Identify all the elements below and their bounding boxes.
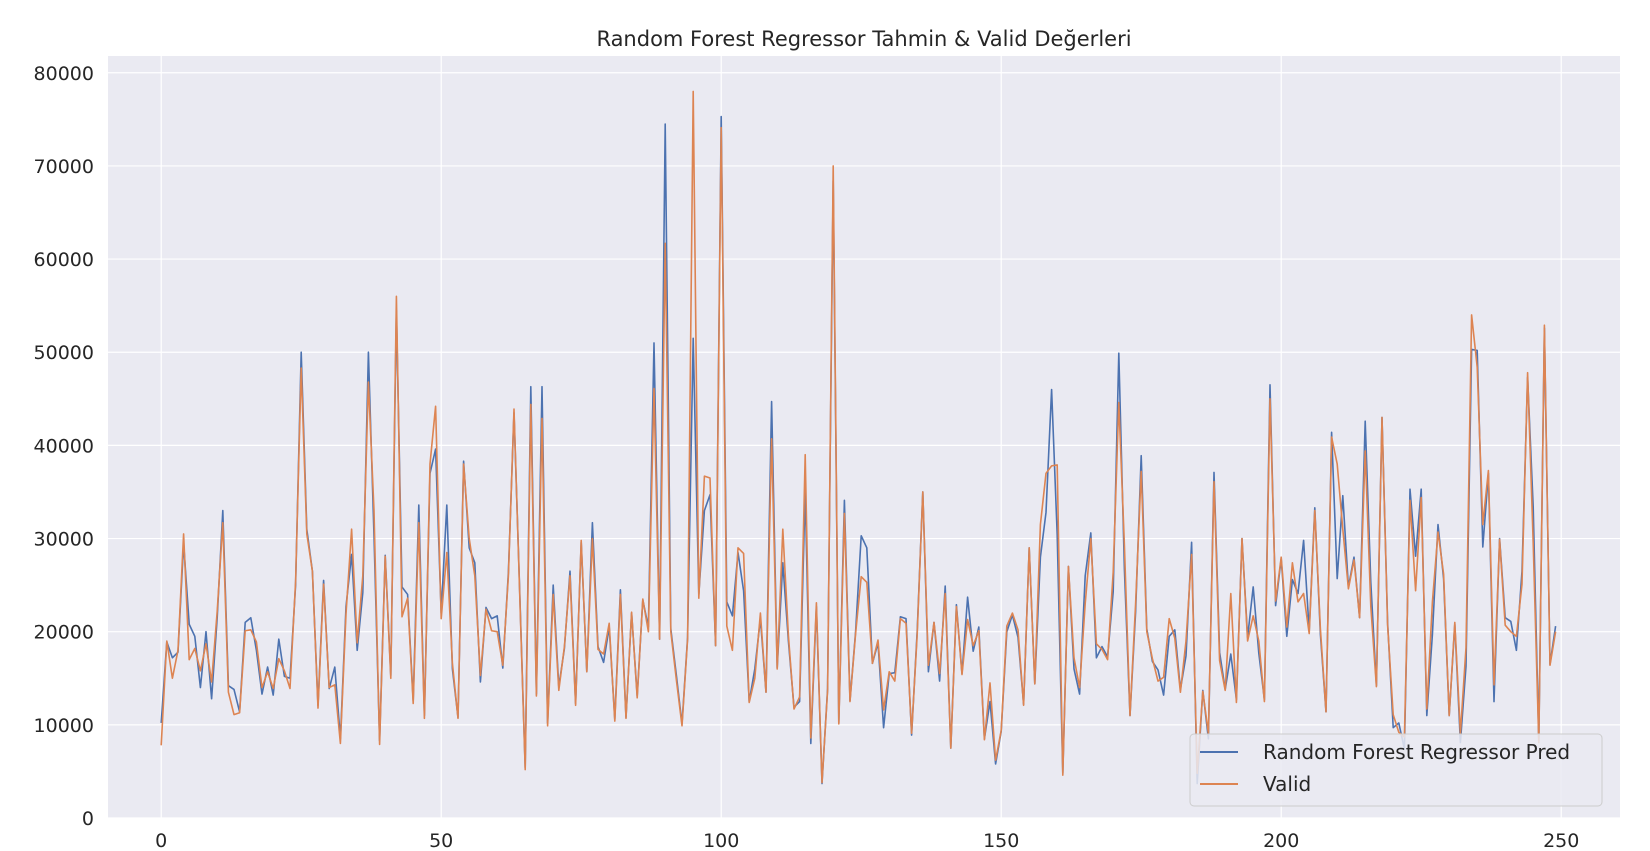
y-tick-label: 40000	[34, 435, 94, 457]
chart-title: Random Forest Regressor Tahmin & Valid D…	[596, 27, 1131, 51]
series-layer	[160, 90, 1557, 785]
y-tick-label: 70000	[34, 156, 94, 178]
x-tick-label: 150	[983, 830, 1019, 851]
y-tick-label: 30000	[34, 529, 94, 551]
plot-background	[108, 56, 1620, 818]
y-tick-label: 60000	[34, 249, 94, 271]
x-tick-label: 250	[1543, 830, 1579, 851]
y-tick-label: 10000	[34, 715, 94, 737]
legend-box	[1189, 733, 1603, 807]
series-line-valid	[160, 90, 1557, 784]
x-tick-label: 100	[703, 830, 739, 851]
legend-label-valid: Valid	[1263, 772, 1311, 796]
y-tick-label: 0	[82, 808, 94, 830]
x-tick-label: 0	[155, 830, 167, 851]
legend: Random Forest Regressor Pred Valid	[1189, 733, 1603, 807]
x-tick-label: 50	[429, 830, 453, 851]
y-tick-label: 80000	[34, 63, 94, 85]
grid	[108, 56, 1620, 819]
y-tick-label: 50000	[34, 342, 94, 364]
x-tick-label: 200	[1263, 830, 1299, 851]
y-tick-label: 20000	[34, 622, 94, 644]
ticks: 0 10000 20000 30000 40000 50000 60000 70000 8000…	[34, 63, 1580, 851]
legend-label-pred: Random Forest Regressor Pred	[1263, 740, 1570, 764]
